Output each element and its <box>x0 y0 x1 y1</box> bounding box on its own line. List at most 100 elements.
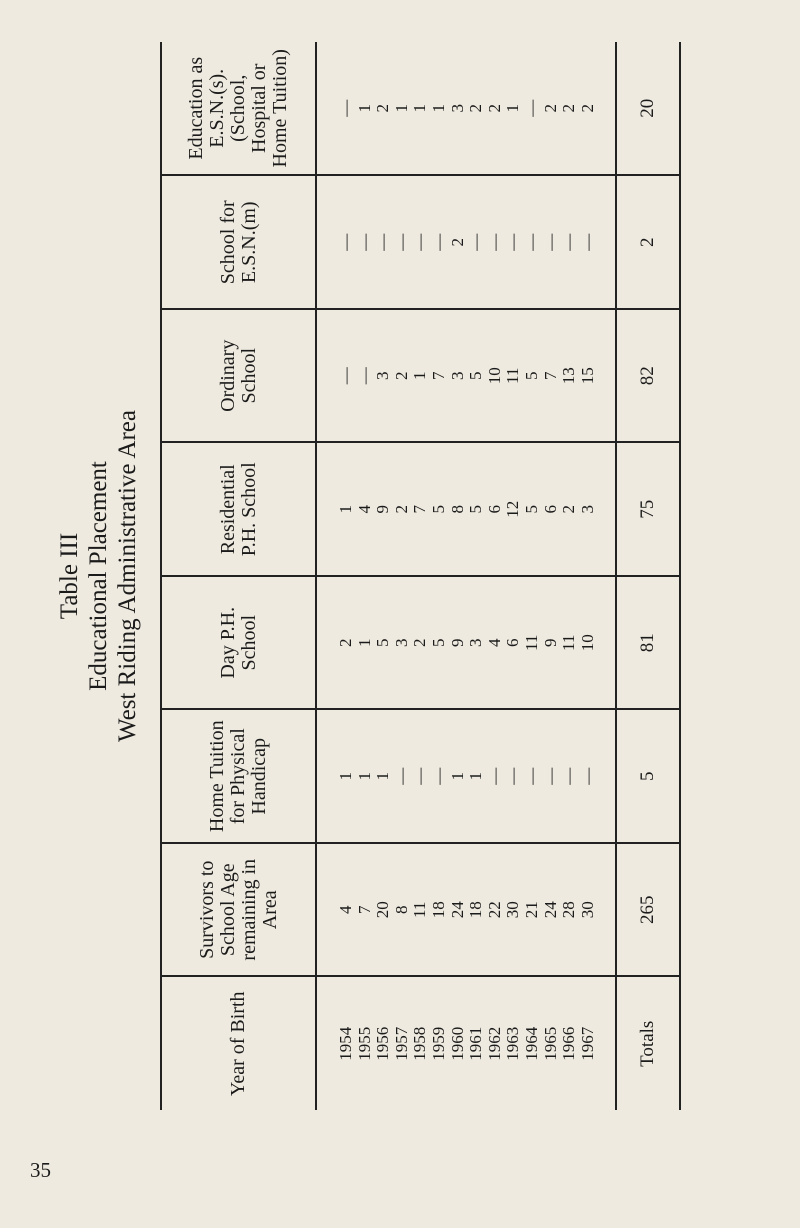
table-cell: — <box>521 767 541 785</box>
table-cell: 6 <box>540 505 560 514</box>
table-cell: 11 <box>559 634 579 651</box>
table-cell: 6 <box>484 505 504 514</box>
table-cell: — <box>410 233 430 251</box>
table-cell: 1956 <box>373 1026 393 1061</box>
table-cell: 4 <box>354 505 374 514</box>
table-cell: 1960 <box>447 1026 467 1061</box>
table-cell: 11 <box>503 367 523 384</box>
column-values: 1 4 9 2 7 5 8 5 6 12 5 6 2 3 <box>316 442 617 576</box>
table-cell: — <box>503 767 523 785</box>
table-cell: 28 <box>559 901 579 919</box>
table-cell: — <box>336 367 355 385</box>
table-cell: 1 <box>410 104 430 113</box>
table-cell: 7 <box>428 371 448 381</box>
table-cell: 1959 <box>428 1026 448 1061</box>
table-cell: — <box>484 767 504 785</box>
column-header: Day P.H. School <box>161 576 316 710</box>
table-cell: — <box>428 233 448 251</box>
table-cell: 1 <box>336 772 355 781</box>
table-cell: — <box>391 233 411 251</box>
table-cell: 1 <box>373 772 393 781</box>
table-cell: 3 <box>447 371 467 381</box>
table-cell: 7 <box>540 371 560 381</box>
table-cell: 1 <box>428 104 448 113</box>
table-cell: — <box>336 99 355 117</box>
table-cell: 24 <box>447 901 467 919</box>
table-cell: 30 <box>503 901 523 919</box>
table-subtitle: West Riding Administrative Area <box>114 410 141 742</box>
table-cell: 1954 <box>336 1026 355 1061</box>
table-cell: 22 <box>484 901 504 919</box>
table-cell: 30 <box>577 901 597 919</box>
table-cell: 2 <box>391 505 411 514</box>
table-cell: 13 <box>559 367 579 385</box>
total-cell: 265 <box>616 843 681 977</box>
table-cell: 2 <box>373 104 393 113</box>
table-cell: — <box>466 233 486 251</box>
table-cell: — <box>559 767 579 785</box>
column-values: — — — — — —2— — — — — — — <box>316 175 617 309</box>
table-cell: 2 <box>540 104 560 113</box>
table-cell: 5 <box>466 505 486 514</box>
table-cell: — <box>521 99 541 117</box>
table-cell: 18 <box>428 901 448 919</box>
table-cell: 9 <box>373 505 393 514</box>
table-cell: 20 <box>373 901 393 919</box>
table-cell: 1965 <box>540 1026 560 1061</box>
table-cell: 2 <box>410 638 430 648</box>
table-cell: — <box>484 233 504 251</box>
table-cell: 3 <box>447 104 467 113</box>
column-header: Residential P.H. School <box>161 442 316 576</box>
table-cell: — <box>391 767 411 785</box>
table-cell: 1958 <box>410 1026 430 1061</box>
table-cell: — <box>503 233 523 251</box>
total-cell: 20 <box>616 42 681 176</box>
total-cell: Totals <box>616 976 681 1110</box>
column-values: — —3 2 1 7 3 5 10 11 5 7 13 15 <box>316 309 617 443</box>
table-cell: — <box>354 367 374 385</box>
table-cell: 5 <box>373 638 393 648</box>
table-cell: 8 <box>391 905 411 915</box>
table-cell: 18 <box>466 901 486 919</box>
table-cell: 2 <box>391 371 411 381</box>
table-cell: 5 <box>428 638 448 648</box>
rotated-table-page: Table III Educational Placement West Rid… <box>55 42 695 1110</box>
table-cell: 1967 <box>577 1026 597 1061</box>
table-cell: 1 <box>447 772 467 781</box>
table-cell: 9 <box>447 638 467 648</box>
table-cell: 10 <box>484 367 504 385</box>
table-cell: 1964 <box>521 1026 541 1061</box>
page-number: 35 <box>30 1158 51 1182</box>
table-cell: 3 <box>466 638 486 648</box>
table-cell: — <box>577 233 597 251</box>
table-cell: 3 <box>577 505 597 514</box>
table-cell: 11 <box>410 901 430 918</box>
table-cell: 1966 <box>559 1026 579 1061</box>
table-cell: — <box>336 233 355 251</box>
table-cell: 24 <box>540 901 560 919</box>
table-cell: — <box>559 233 579 251</box>
column-values: —1 2 1 1 1 3 2 2 1—2 2 2 <box>316 42 617 176</box>
table-cell: 1961 <box>466 1026 486 1061</box>
table-cell: 1 <box>410 371 430 381</box>
table-cell: 2 <box>466 104 486 113</box>
table-cell: 15 <box>577 367 597 385</box>
column-values: 1954 1955 1956 1957 1958 1959 1960 1961 1962 1963… <box>316 976 617 1110</box>
table-cell: 2 <box>484 104 504 113</box>
column-header: Survivors to School Age remaining in Are… <box>161 843 316 977</box>
column-header: Ordinary School <box>161 309 316 443</box>
table-cell: 5 <box>466 371 486 381</box>
table-cell: 6 <box>503 638 523 648</box>
table-cell: 5 <box>521 505 541 514</box>
table-cell: 2 <box>577 104 597 113</box>
table-cell: 1 <box>391 104 411 113</box>
table-cell: 21 <box>521 901 541 919</box>
table-cell: 2 <box>559 505 579 514</box>
column-header: School for E.S.N.(m) <box>161 175 316 309</box>
table-cell: 2 <box>559 104 579 113</box>
table-cell: 1957 <box>391 1026 411 1061</box>
table-cell: 2 <box>336 638 355 648</box>
total-cell: 2 <box>616 175 681 309</box>
table-cell: 3 <box>373 371 393 381</box>
total-cell: 75 <box>616 442 681 576</box>
